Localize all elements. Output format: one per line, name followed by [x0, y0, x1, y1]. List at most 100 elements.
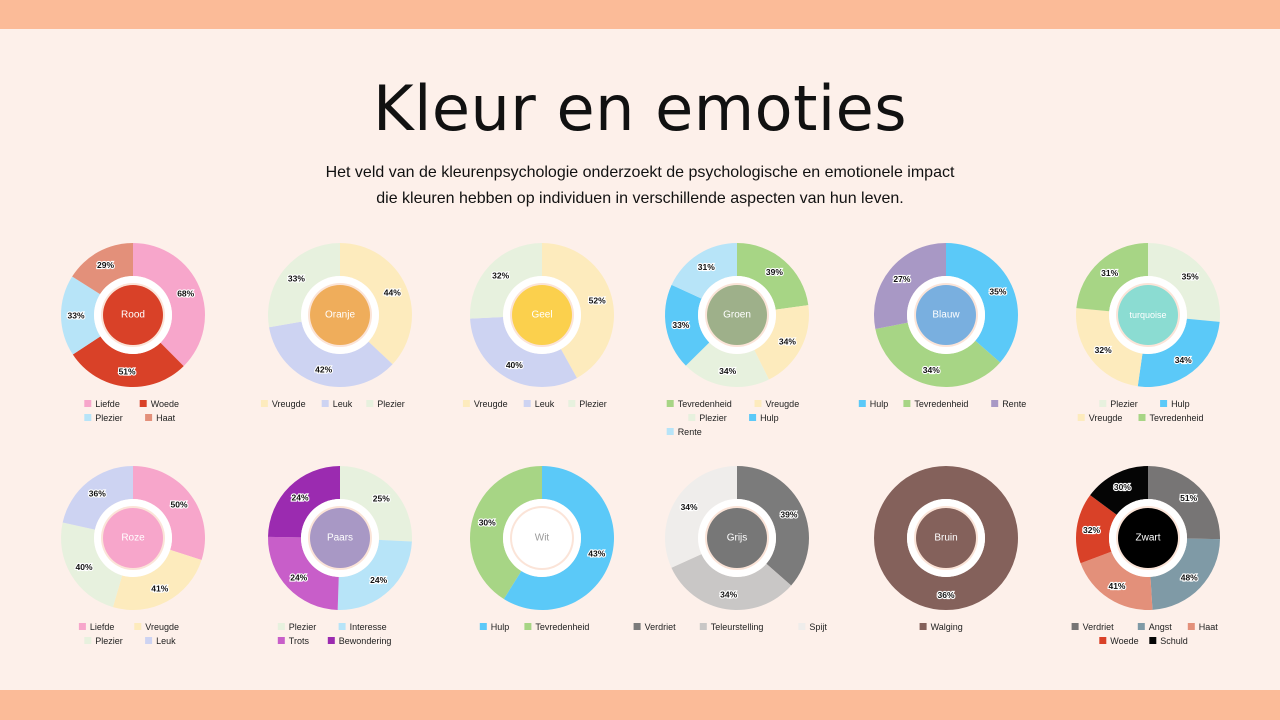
- legend-label-wit-1: Tevredenheid: [535, 622, 589, 632]
- legend-swatch-geel-2: [568, 400, 576, 407]
- donut-slice-turquoise-3: [1076, 243, 1148, 312]
- legend-swatch-turquoise-0: [1099, 400, 1107, 407]
- donut-chart-roze: 50% 41% 40% 36% Roze Liefde Vreugde Plezier Leuk: [60, 466, 205, 646]
- donut-slice-blauw-2: [874, 243, 946, 330]
- slice-label-turquoise-2: 32%: [1095, 345, 1112, 355]
- legend-swatch-blauw-2: [991, 400, 999, 407]
- donut-slice-roze-1: [112, 549, 202, 610]
- legend-swatch-paars-2: [277, 637, 285, 644]
- slice-label-roze-2: 40%: [75, 562, 92, 572]
- legend-swatch-turquoise-3: [1138, 414, 1146, 421]
- legend-label-roze-2: Plezier: [95, 636, 123, 646]
- legend-swatch-rood-3: [145, 414, 153, 421]
- legend-swatch-groen-0: [666, 400, 674, 407]
- donut-slice-geel-2: [470, 243, 542, 319]
- legend-label-blauw-0: Hulp: [870, 399, 889, 409]
- legend-roze: Liefde Vreugde Plezier Leuk: [78, 622, 179, 646]
- slice-label-oranje-1: 42%: [315, 365, 332, 375]
- legend-swatch-blauw-0: [858, 400, 866, 407]
- slice-label-zwart-0: 51%: [1180, 493, 1197, 503]
- donut-chart-blauw: 35% 34% 27% Blauw Hulp Tevredenheid Rente: [858, 243, 1026, 409]
- legend-swatch-oranje-0: [260, 400, 268, 407]
- slice-label-rood-2: 33%: [67, 310, 84, 320]
- legend-swatch-blauw-1: [903, 400, 911, 407]
- donut-slice-rood-3: [72, 243, 133, 295]
- slice-label-grijs-2: 34%: [681, 502, 698, 512]
- slice-label-zwart-3: 32%: [1083, 525, 1100, 535]
- donut-slice-wit-1: [470, 466, 542, 600]
- donut-slice-bruin-0: [874, 466, 1018, 610]
- legend-swatch-grijs-2: [798, 623, 806, 630]
- legend-label-rood-3: Haat: [156, 413, 176, 423]
- donut-slice-paars-1: [337, 539, 412, 610]
- slice-label-wit-1: 30%: [479, 517, 496, 527]
- donut-center-geel: [512, 285, 572, 345]
- slice-label-paars-3: 24%: [292, 492, 309, 502]
- slice-label-paars-1: 24%: [370, 575, 387, 585]
- donut-center-label-grijs: Grijs: [727, 533, 748, 544]
- legend-label-groen-3: Hulp: [760, 413, 779, 423]
- donut-center-label-geel: Geel: [531, 310, 552, 321]
- donut-slice-turquoise-0: [1148, 243, 1220, 322]
- donut-center-wit: [512, 508, 572, 568]
- donut-center-oranje: [310, 285, 370, 345]
- legend-paars: Plezier Interesse Trots Bewondering: [277, 622, 391, 646]
- slice-label-groen-3: 33%: [672, 320, 689, 330]
- legend-swatch-turquoise-1: [1160, 400, 1168, 407]
- legend-swatch-oranje-2: [366, 400, 374, 407]
- donut-center-grijs: [707, 508, 767, 568]
- donut-center-label-rood: Rood: [121, 310, 145, 321]
- slice-label-oranje-0: 44%: [384, 287, 401, 297]
- legend-swatch-groen-3: [749, 414, 757, 421]
- donut-center-label-blauw: Blauw: [932, 310, 960, 321]
- legend-swatch-wit-1: [524, 623, 532, 630]
- legend-swatch-paars-0: [277, 623, 285, 630]
- legend-label-zwart-0: Verdriet: [1083, 622, 1115, 632]
- donut-slice-rood-2: [61, 276, 101, 355]
- donut-chart-zwart: 51% 48% 41% 32% 30% Zwart Verdriet Angst Haat Woe…: [1071, 466, 1220, 646]
- legend-label-oranje-2: Plezier: [377, 399, 405, 409]
- legend-label-groen-1: Vreugde: [766, 399, 800, 409]
- slice-label-geel-2: 32%: [492, 271, 509, 281]
- legend-label-grijs-2: Spijt: [809, 622, 827, 632]
- slice-label-roze-1: 41%: [151, 583, 168, 593]
- slice-label-geel-0: 52%: [589, 296, 606, 306]
- donut-slice-roze-3: [62, 466, 134, 530]
- slice-label-bruin-0: 36%: [937, 590, 954, 600]
- legend-label-turquoise-0: Plezier: [1110, 399, 1138, 409]
- slice-label-oranje-2: 33%: [288, 273, 305, 283]
- donut-slice-geel-1: [470, 316, 577, 387]
- legend-label-groen-2: Plezier: [699, 413, 727, 423]
- slice-label-groen-4: 31%: [698, 262, 715, 272]
- slice-label-geel-1: 40%: [506, 360, 523, 370]
- legend-zwart: Verdriet Angst Haat Woede Schuld: [1071, 622, 1219, 646]
- donut-slice-grijs-1: [671, 554, 792, 610]
- donut-chart-groen: 39% 34% 34% 33% 31% Groen Tevredenheid Vreugde P…: [664, 243, 809, 437]
- donut-slice-turquoise-2: [1076, 308, 1143, 387]
- donut-slice-rood-0: [133, 243, 205, 367]
- donut-slice-paars-3: [268, 466, 340, 538]
- donut-chart-bruin: 36% Bruin Walging: [874, 466, 1018, 632]
- donut-slice-zwart-1: [1150, 538, 1220, 610]
- subtitle-line-1: Het veld van de kleurenpsychologie onder…: [325, 164, 955, 181]
- legend-label-zwart-2: Haat: [1199, 622, 1219, 632]
- legend-swatch-zwart-1: [1137, 623, 1145, 630]
- legend-swatch-rood-2: [84, 414, 92, 421]
- donut-slice-wit-0: [503, 466, 615, 610]
- slice-label-zwart-2: 41%: [1108, 581, 1125, 591]
- donut-center-label-groen: Groen: [723, 310, 751, 321]
- donut-center-label-zwart: Zwart: [1136, 533, 1161, 544]
- legend-label-grijs-0: Verdriet: [645, 622, 677, 632]
- legend-swatch-paars-1: [338, 623, 346, 630]
- donut-slice-grijs-2: [664, 466, 737, 568]
- legend-label-rood-1: Woede: [151, 399, 179, 409]
- legend-label-oranje-1: Leuk: [333, 399, 353, 409]
- legend-geel: Vreugde Leuk Plezier: [462, 399, 607, 409]
- donut-slice-turquoise-1: [1137, 318, 1220, 388]
- donut-slice-grijs-0: [737, 466, 810, 586]
- donut-center-rood: [103, 285, 163, 345]
- donut-slice-blauw-0: [946, 243, 1018, 363]
- slice-label-blauw-2: 27%: [893, 274, 910, 284]
- legend-label-paars-2: Trots: [289, 636, 310, 646]
